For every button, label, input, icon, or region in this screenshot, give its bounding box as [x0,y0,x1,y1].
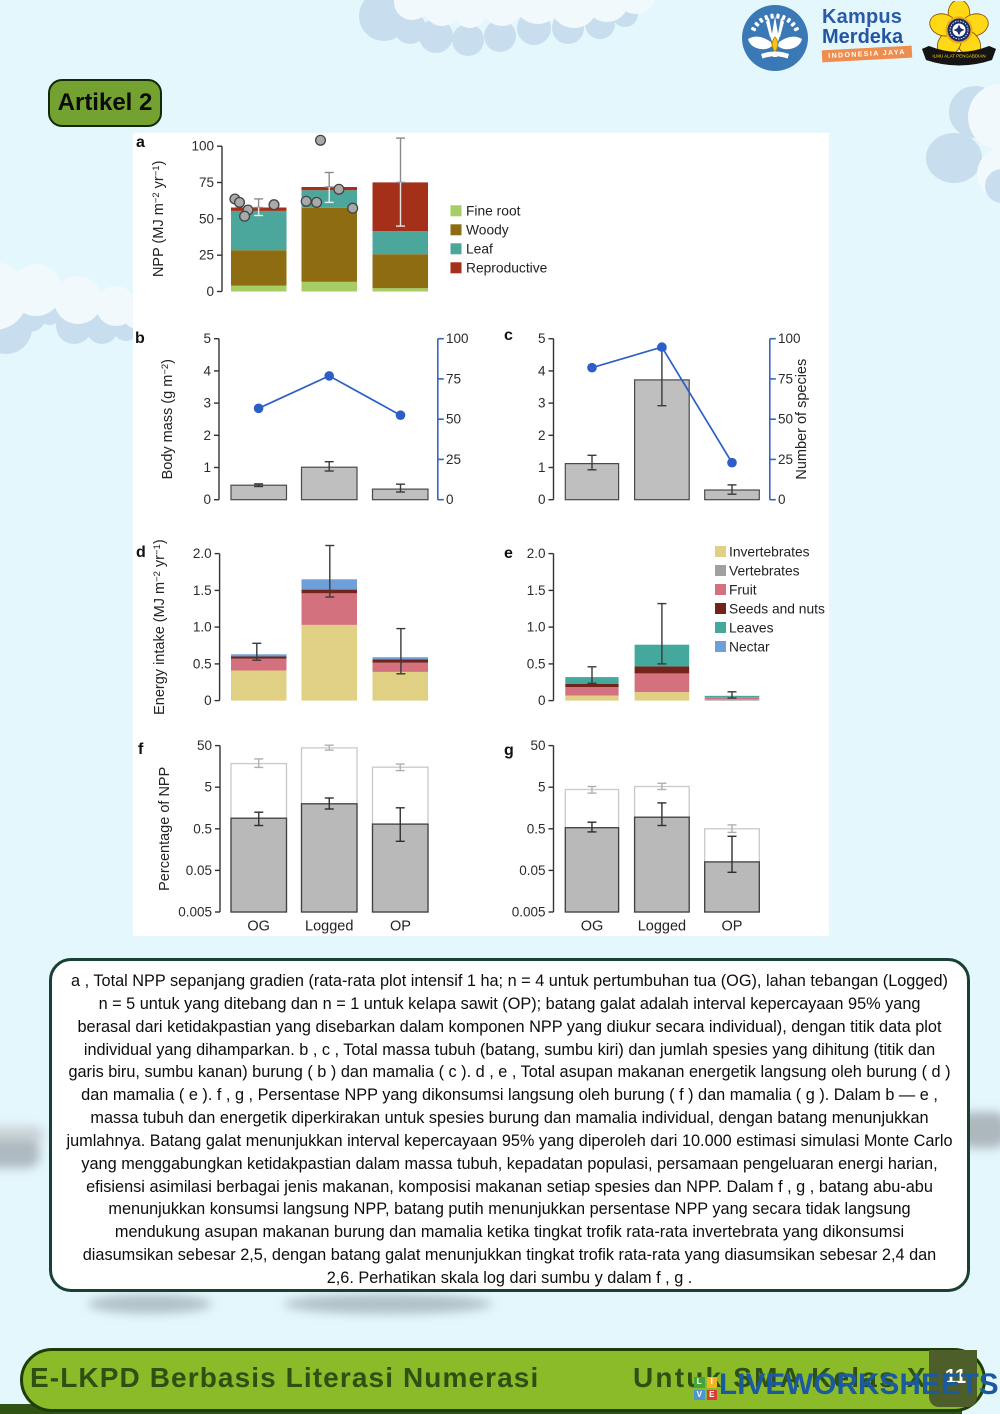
svg-text:0.005: 0.005 [178,905,212,920]
svg-text:Logged: Logged [305,919,353,935]
svg-text:50: 50 [446,412,461,427]
svg-text:2: 2 [538,428,546,443]
svg-text:75: 75 [778,371,793,386]
svg-text:Fruit: Fruit [729,582,757,597]
svg-text:100: 100 [191,139,214,154]
svg-text:1.5: 1.5 [527,583,546,598]
svg-text:2.0: 2.0 [193,546,212,561]
svg-text:Vertebrates: Vertebrates [729,563,800,578]
svg-text:50: 50 [530,738,545,753]
svg-text:OP: OP [390,919,411,935]
svg-text:Percentage of NPP: Percentage of NPP [157,767,173,891]
svg-text:NPP (MJ m−2 yr−1): NPP (MJ m−2 yr−1) [151,161,167,277]
svg-text:4: 4 [203,363,211,378]
svg-text:2: 2 [203,428,211,443]
svg-text:Logged: Logged [638,919,686,935]
svg-text:e: e [504,545,513,562]
svg-text:3: 3 [203,396,211,411]
svg-text:ILMU ALAT PENGABDIAN: ILMU ALAT PENGABDIAN [932,54,985,59]
svg-text:0.5: 0.5 [527,656,546,671]
svg-text:50: 50 [778,412,793,427]
svg-text:75: 75 [446,371,461,386]
svg-text:2.0: 2.0 [527,546,546,561]
svg-text:75: 75 [199,175,214,190]
svg-text:0: 0 [204,693,212,708]
svg-text:Leaves: Leaves [729,620,774,635]
svg-text:5: 5 [538,331,546,346]
svg-text:1.5: 1.5 [193,583,212,598]
svg-text:0.5: 0.5 [193,821,212,836]
svg-text:0: 0 [538,693,546,708]
svg-text:b: b [135,330,145,347]
svg-text:Leaf: Leaf [466,242,493,257]
svg-text:OP: OP [722,919,743,935]
svg-text:0: 0 [203,492,211,507]
svg-text:OG: OG [581,919,604,935]
svg-text:1: 1 [538,460,546,475]
svg-text:0.05: 0.05 [519,863,545,878]
svg-text:Woody: Woody [466,223,509,238]
svg-text:5: 5 [203,331,211,346]
svg-text:1.0: 1.0 [193,620,212,635]
svg-text:Number of species: Number of species [794,359,810,480]
svg-text:100: 100 [446,331,469,346]
svg-text:1: 1 [203,460,211,475]
svg-text:Body mass (g m−2): Body mass (g m−2) [160,359,176,479]
svg-text:0: 0 [446,492,454,507]
svg-text:50: 50 [197,738,212,753]
svg-text:0: 0 [206,284,214,299]
svg-text:0: 0 [778,492,786,507]
svg-text:5: 5 [204,780,212,795]
svg-text:0.5: 0.5 [193,656,212,671]
svg-text:0: 0 [538,492,546,507]
svg-text:Seeds and nuts: Seeds and nuts [729,601,825,616]
svg-text:Invertebrates: Invertebrates [729,544,810,559]
svg-text:Nectar: Nectar [729,639,770,654]
svg-text:3: 3 [538,396,546,411]
svg-text:d: d [136,544,146,561]
svg-text:25: 25 [446,452,461,467]
svg-text:0.005: 0.005 [512,905,546,920]
svg-text:100: 100 [778,331,801,346]
svg-text:f: f [138,741,144,758]
svg-text:Reproductive: Reproductive [466,261,548,276]
svg-text:Fine root: Fine root [466,204,521,219]
svg-text:0.05: 0.05 [186,863,212,878]
svg-text:Energy intake (MJ m−2 yr−1): Energy intake (MJ m−2 yr−1) [152,539,168,715]
svg-text:50: 50 [199,211,214,226]
svg-text:4: 4 [538,363,546,378]
svg-text:a: a [136,134,145,151]
svg-text:25: 25 [778,452,793,467]
svg-text:5: 5 [538,780,546,795]
svg-text:0.5: 0.5 [527,821,546,836]
svg-text:25: 25 [199,248,214,263]
svg-text:OG: OG [247,919,270,935]
svg-text:c: c [504,327,513,344]
svg-text:1.0: 1.0 [527,620,546,635]
svg-text:g: g [504,742,514,759]
